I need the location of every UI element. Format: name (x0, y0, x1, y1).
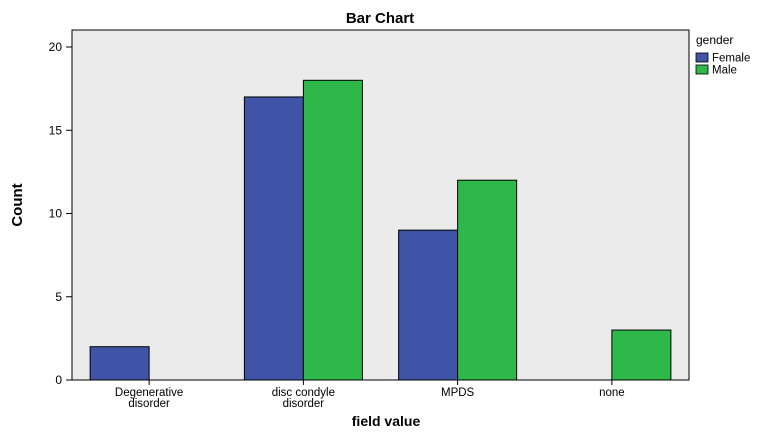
legend-title: gender (696, 33, 733, 47)
x-tick-label: disc condyle (272, 387, 335, 399)
x-axis-label: field value (352, 413, 421, 428)
x-tick-label: Degenerative (115, 387, 183, 399)
y-tick-label: 5 (55, 290, 62, 304)
x-tick-label: disorder (283, 398, 325, 410)
x-tick-label: none (599, 387, 625, 399)
y-tick-label: 15 (49, 123, 63, 137)
x-tick-label: MPDS (441, 387, 475, 399)
bar-male-3 (611, 329, 672, 381)
bar-female-0 (89, 346, 150, 381)
bar-male-1 (302, 79, 363, 381)
bar-female-1 (243, 96, 304, 381)
y-tick-label: 10 (49, 207, 63, 221)
x-tick-label: disorder (128, 398, 170, 410)
legend-swatch-male (695, 64, 709, 75)
chart-title: Bar Chart (346, 10, 414, 27)
bar-male-2 (457, 179, 518, 381)
legend-label-male: Male (712, 65, 737, 77)
bar-female-2 (398, 229, 459, 381)
legend-label-female: Female (712, 53, 750, 65)
y-tick-label: 20 (49, 40, 63, 54)
y-axis-label: Count (9, 183, 26, 226)
bars (89, 79, 672, 381)
y-axis: 0 5 10 15 20 (49, 40, 72, 387)
legend-swatch-female (695, 52, 709, 63)
y-tick-label: 0 (55, 373, 62, 387)
plot-area (71, 29, 690, 381)
